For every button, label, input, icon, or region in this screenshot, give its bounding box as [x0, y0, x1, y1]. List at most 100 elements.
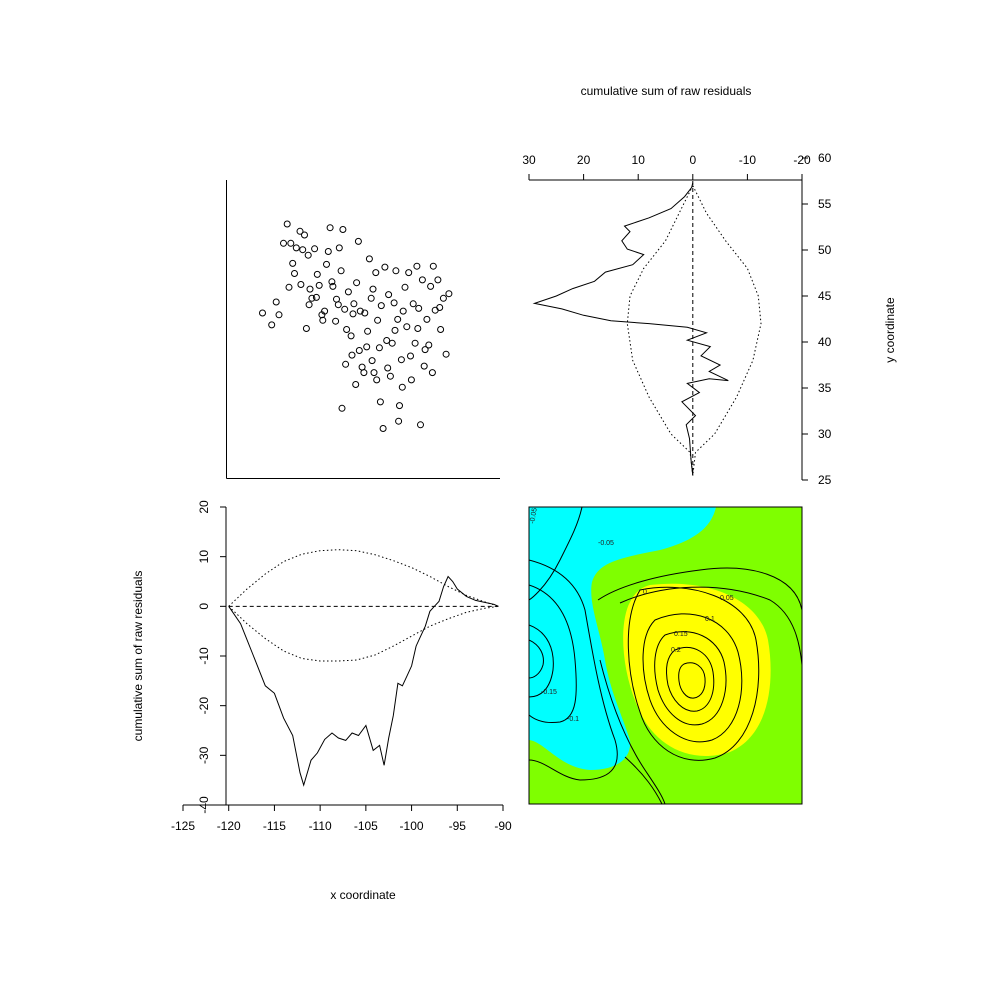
y-tick-label: 60 [818, 151, 832, 165]
scatter-point [355, 347, 363, 354]
scatter-point [407, 352, 414, 360]
scatter-point [370, 369, 378, 377]
scatter-point [405, 269, 413, 277]
heatmap-positive-region [623, 583, 771, 757]
contour-label: -0.05 [529, 507, 539, 524]
scatter-point [437, 326, 445, 333]
scatter-point [379, 425, 387, 432]
contour-line [678, 662, 706, 699]
x-tick-label: -90 [494, 819, 512, 833]
x-tick-label: -100 [400, 819, 424, 833]
x-tick-label: 0 [689, 153, 696, 167]
scatter-point [296, 227, 304, 235]
scatter-point [347, 332, 355, 340]
residual-heatmap-panel: -0.05 0 0.05 0.1 0.15 0.2 -0.15 -0.1 -0.… [528, 506, 803, 805]
scatter-point [338, 404, 346, 412]
scatter-point [434, 276, 442, 284]
scatter-point [334, 301, 342, 309]
x-tick-label: -115 [263, 819, 286, 833]
scatter-point [342, 360, 350, 368]
scatter-point [289, 259, 297, 267]
scatter-point [301, 231, 308, 239]
x-tick-label: -105 [354, 819, 378, 833]
scatter-point [375, 344, 383, 352]
scatter-point [353, 279, 361, 287]
scatter-point [396, 402, 403, 410]
scatter-point [415, 304, 423, 312]
scatter-point [275, 311, 283, 319]
scatter-point [367, 294, 375, 302]
contour-label: 0 [643, 589, 647, 596]
contour-line [654, 631, 727, 726]
y-tick-label: 40 [818, 335, 832, 349]
y-tick-label: 30 [818, 427, 832, 441]
y-marginal-y-ticks: 25 30 35 40 45 50 55 60 [802, 151, 832, 487]
scatter-point [291, 270, 298, 277]
scatter-point [285, 283, 293, 291]
y-tick-label: 50 [818, 243, 832, 257]
scatter-point [341, 305, 349, 313]
scatter-point [324, 248, 332, 255]
scatter-point [421, 346, 429, 354]
scatter-point [409, 300, 417, 308]
scatter-point [391, 326, 399, 334]
scatter-panel [226, 180, 500, 479]
envelope-line [228, 549, 499, 607]
scatter-point [442, 350, 450, 358]
scatter-point [381, 263, 389, 271]
contour-line [666, 647, 715, 712]
contour-line [619, 586, 802, 666]
scatter-point [350, 300, 358, 308]
scatter-point [315, 281, 323, 289]
y-marginal-title: cumulative sum of raw residuals [581, 84, 752, 98]
scatter-point [272, 298, 280, 306]
scatter-point [305, 301, 313, 309]
contour-line [597, 567, 802, 611]
scatter-point [368, 357, 376, 365]
y-tick-label: -20 [197, 697, 211, 715]
contour-line [627, 586, 760, 761]
scatter-point [398, 383, 406, 391]
y-marginal-series [532, 182, 762, 476]
y-marginal-panel: cumulative sum of raw residuals 30 20 10 0 -… [522, 84, 897, 487]
contour-line [529, 507, 583, 601]
scatter-point [428, 369, 436, 377]
scatter-point [356, 307, 364, 315]
y-tick-label: -40 [197, 796, 211, 814]
scatter-point [388, 339, 396, 347]
contour-line [624, 756, 663, 804]
scatter-point [361, 309, 369, 317]
scatter-point [321, 307, 329, 315]
scatter-point [369, 285, 377, 293]
envelope-line [626, 185, 694, 476]
scatter-point [403, 323, 411, 331]
scatter-point [439, 294, 447, 302]
scatter-point [306, 285, 314, 293]
y-tick-label: -10 [197, 647, 211, 665]
scatter-point [420, 362, 428, 370]
scatter-point [377, 302, 385, 310]
contour-label: -0.05 [598, 540, 614, 547]
y-tick-label: 35 [818, 381, 832, 395]
scatter-point [429, 262, 437, 270]
scatter-point [385, 291, 393, 299]
contour-label: 0.2 [671, 647, 681, 654]
scatter-point [335, 244, 343, 252]
scatter-point [372, 269, 380, 277]
x-marginal-ylabel: cumulative sum of raw residuals [131, 571, 145, 742]
y-tick-label: 45 [818, 289, 832, 303]
x-coordinate-label: x coordinate [330, 888, 396, 902]
x-marginal-x-ticks: -125 -120 -115 -110 -105 -100 -95 -90 [171, 805, 512, 833]
contour-label: -0.15 [541, 689, 557, 696]
y-tick-label: 10 [197, 550, 211, 564]
x-tick-label: -20 [793, 153, 811, 167]
scatter-point [423, 315, 431, 323]
scatter-points [259, 220, 453, 432]
y-tick-label: -30 [197, 746, 211, 764]
scatter-point [337, 267, 345, 275]
scatter-point [364, 327, 372, 335]
scatter-point [343, 326, 351, 333]
cumulative-residual-line [228, 575, 499, 787]
scatter-point [304, 251, 312, 259]
x-tick-label: -110 [309, 819, 332, 833]
